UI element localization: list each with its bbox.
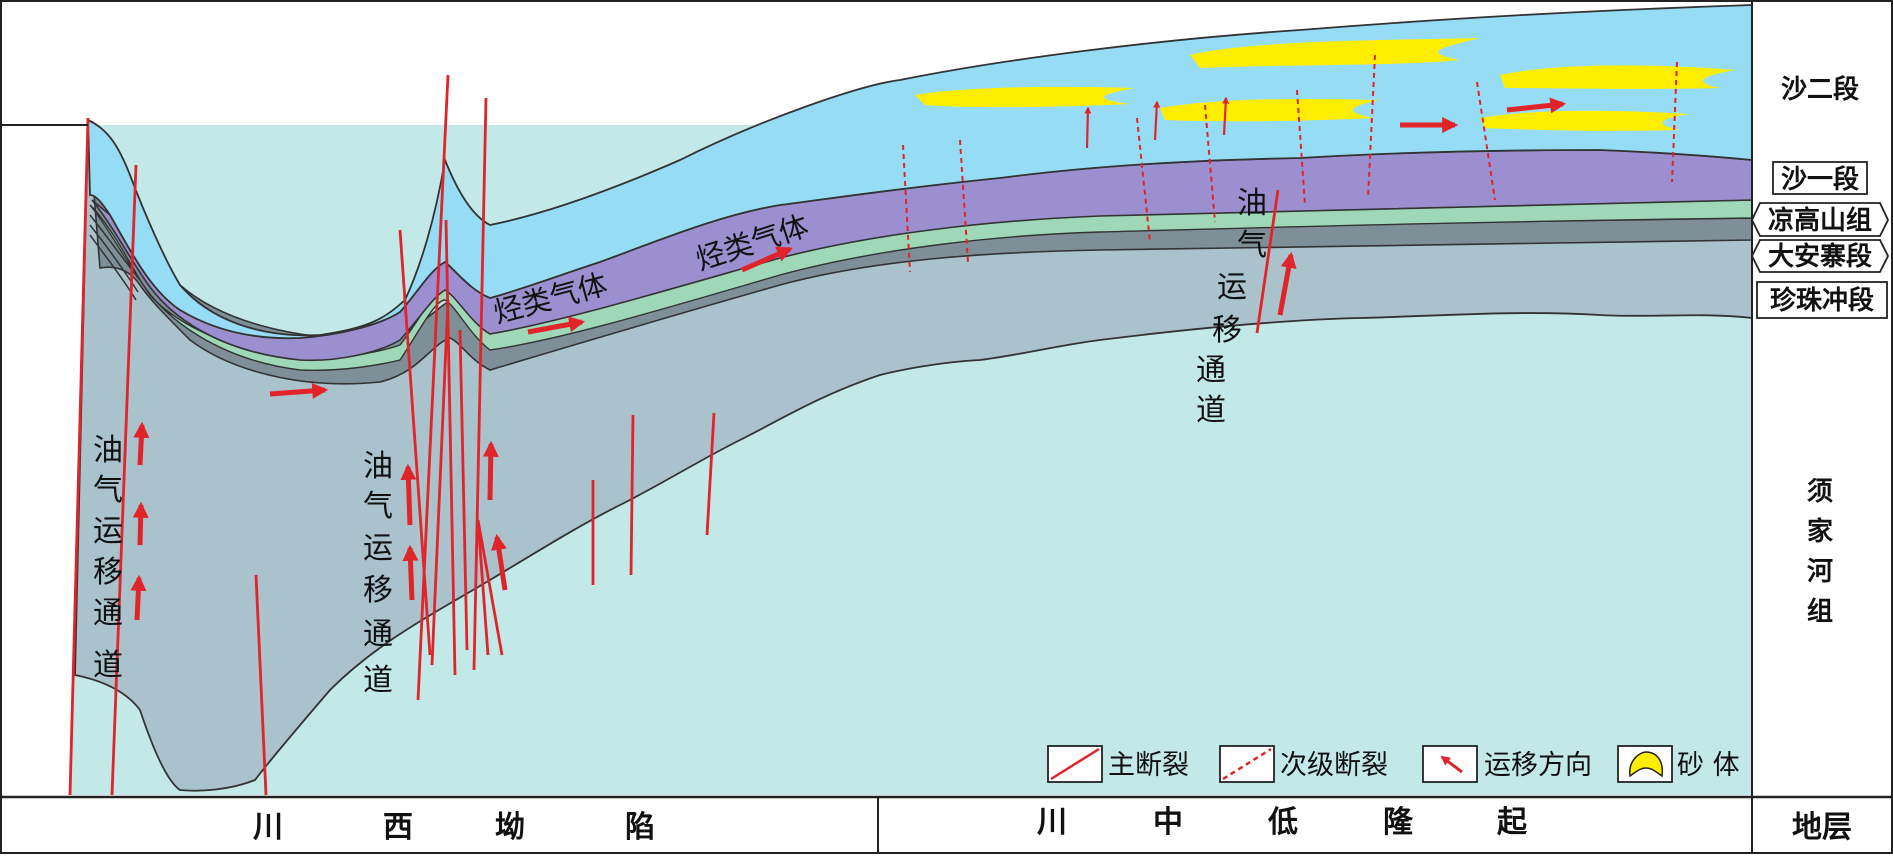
channel-char: 道 — [93, 648, 123, 683]
migration-arrow — [740, 246, 793, 273]
channel-char: 通 — [93, 596, 123, 631]
secondary-fault — [1296, 89, 1306, 206]
region-char: 川 — [253, 810, 283, 845]
secondary-faults — [902, 54, 1678, 273]
secondary-fault — [1136, 117, 1151, 243]
sand-body — [1160, 98, 1380, 122]
strata-label-zhenzhuchong: 珍珠冲段 — [1770, 285, 1874, 316]
migration-arrow — [133, 421, 150, 466]
channel-char: 运 — [363, 531, 393, 566]
main-fault — [416, 74, 450, 701]
sand-body — [1190, 38, 1480, 68]
channel-char: 道 — [363, 663, 393, 698]
main-fault — [472, 97, 488, 671]
geologic-layers — [70, 4, 1753, 795]
sand-body — [1480, 110, 1690, 131]
migration-arrows — [130, 97, 1567, 621]
xujiahe-char: 组 — [1807, 596, 1833, 627]
region-char: 坳 — [495, 810, 525, 845]
migration-arrow — [402, 544, 419, 601]
footer-strata-header: 地层 — [1792, 810, 1852, 845]
channel-char: 油 — [93, 433, 123, 468]
channel-label-3: 油 气 运 移 通 道 — [1196, 186, 1267, 428]
legend-label-sand: 砂 体 — [1677, 750, 1740, 781]
channel-label-2: 油 气 运 移 通 道 — [363, 449, 393, 698]
strata-column: 沙二段 沙一段 凉高山组 大安寨段 珍珠冲段 须 家 河 组 — [1750, 74, 1890, 627]
region-char: 陷 — [625, 810, 655, 845]
migration-arrow — [482, 440, 499, 501]
channel-label-1: 油 气 运 移 通 道 — [93, 433, 123, 683]
strata-label-sha1: 沙一段 — [1781, 164, 1859, 195]
sand-body — [915, 86, 1135, 108]
xujiahe-char: 河 — [1807, 557, 1833, 587]
channel-char: 移 — [93, 555, 123, 590]
secondary-fault — [1367, 54, 1376, 199]
main-fault — [398, 229, 432, 656]
secondary-fault — [959, 139, 969, 263]
channel-char: 气 — [1237, 228, 1267, 263]
secondary-fault — [1671, 61, 1678, 183]
main-faults — [68, 74, 1280, 796]
channel-char: 运 — [93, 514, 123, 549]
migration-arrow — [527, 316, 586, 335]
main-fault — [458, 329, 469, 651]
region-char: 隆 — [1383, 805, 1414, 840]
migration-arrow — [130, 574, 147, 621]
migration-arrow — [1277, 251, 1297, 316]
legend: 主断裂 次级断裂 运移方向 砂 体 — [1047, 745, 1740, 783]
region-char: 川 — [1037, 805, 1067, 840]
small-migration-arrows — [1084, 96, 1230, 149]
main-fault — [254, 574, 268, 796]
channel-char: 移 — [363, 573, 393, 608]
channel-char: 通 — [1196, 353, 1226, 388]
channel-char: 油 — [1237, 186, 1267, 221]
secondary-fault — [902, 144, 911, 273]
main-fault — [68, 117, 90, 796]
region-char: 低 — [1267, 805, 1298, 840]
migration-arrow — [400, 463, 417, 526]
legend-label-main-fault: 主断裂 — [1108, 750, 1189, 781]
secondary-fault — [1204, 104, 1216, 223]
legend-label-secondary-fault: 次级断裂 — [1280, 750, 1388, 781]
footer-region-central: 川 中 低 隆 起 — [1037, 805, 1528, 840]
secondary-fault — [1476, 81, 1496, 201]
main-fault — [629, 414, 635, 576]
channel-char: 移 — [1212, 313, 1242, 348]
strata-label-lianggaoshan: 凉高山组 — [1768, 205, 1872, 236]
migration-arrow — [1084, 106, 1092, 149]
channel-char: 通 — [363, 617, 393, 652]
strata-label-xujiahe: 须 家 河 组 — [1807, 477, 1833, 627]
strata-label-sha2: 沙二段 — [1781, 74, 1859, 105]
region-char: 西 — [383, 810, 413, 845]
legend-label-migration: 运移方向 — [1484, 750, 1592, 781]
region-char: 中 — [1153, 805, 1183, 840]
migration-arrow — [1506, 97, 1567, 114]
main-fault — [476, 519, 490, 656]
channel-char: 气 — [93, 473, 123, 508]
migration-arrow — [1222, 96, 1230, 136]
channel-char: 运 — [1217, 270, 1247, 305]
xujiahe-char: 须 — [1807, 477, 1833, 507]
channel-char: 道 — [1196, 393, 1226, 428]
migration-arrow — [1153, 100, 1161, 141]
migration-arrow — [491, 533, 508, 591]
migration-arrow — [269, 382, 329, 399]
thrust-slices — [89, 214, 141, 301]
main-fault — [110, 164, 138, 796]
main-fault — [1255, 189, 1280, 334]
main-fault — [444, 219, 457, 676]
strata-label-daanzhai: 大安寨段 — [1768, 241, 1872, 272]
main-fault — [476, 519, 504, 656]
channel-char: 气 — [363, 489, 393, 524]
channel-char: 油 — [363, 449, 393, 484]
layer-sha2 — [87, 4, 1753, 340]
region-char: 起 — [1497, 805, 1528, 840]
main-fault — [430, 299, 450, 666]
footer-region-west: 川 西 坳 陷 — [253, 810, 655, 845]
migration-arrow — [132, 501, 149, 546]
main-fault — [705, 412, 716, 536]
xujiahe-char: 家 — [1807, 516, 1833, 547]
